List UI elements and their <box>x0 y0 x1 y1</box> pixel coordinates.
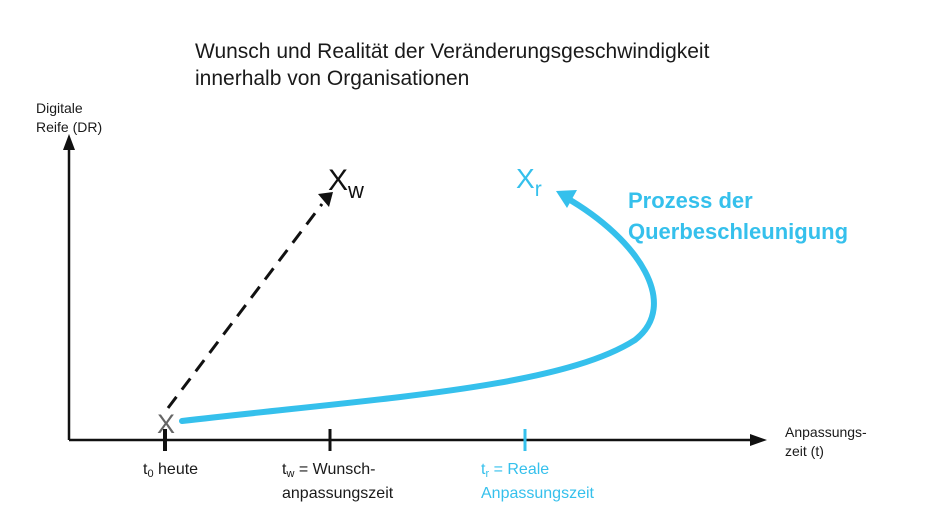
tick-label-tr-text: = Reale <box>489 461 550 478</box>
tick-label-tr-line-2: Anpassungszeit <box>481 485 594 502</box>
process-label-line-2: Querbeschleunigung <box>628 219 849 244</box>
start-point-x: X <box>157 409 175 439</box>
wish-arrow-line <box>166 203 324 409</box>
tick-label-tw-t: t <box>282 461 287 478</box>
x-axis-label-line-2: zeit (t) <box>785 443 824 459</box>
x-axis-label: Anpassungs- zeit (t) <box>785 423 867 461</box>
reality-arrow-head <box>556 190 577 208</box>
y-axis-label-line-2: Reife (DR) <box>36 119 103 135</box>
tick-label-tw-line-2: anpassungszeit <box>282 485 394 502</box>
y-axis-arrow <box>63 134 75 150</box>
process-label: Prozess der Querbeschleunigung <box>628 185 848 247</box>
tick-label-tr: tr = Reale Anpassungszeit <box>481 460 594 503</box>
x-axis-arrow <box>750 434 767 446</box>
x-axis-label-line-1: Anpassungs- <box>785 424 867 440</box>
wish-point-label: Xw <box>328 164 364 203</box>
real-point-label: Xr <box>516 163 542 201</box>
process-label-line-1: Prozess der <box>628 188 753 213</box>
tick-label-t0-t: t <box>143 461 148 478</box>
y-axis-label-line-1: Digitale <box>36 100 83 116</box>
tick-label-tw: tw = Wunsch- anpassungszeit <box>282 460 393 503</box>
y-axis-label: Digitale Reife (DR) <box>36 99 102 137</box>
wish-arrow-head <box>318 192 333 207</box>
tick-label-tr-t: t <box>481 461 486 478</box>
title-line-2: innerhalb von Organisationen <box>195 67 470 90</box>
reality-curve <box>179 194 657 424</box>
tick-label-t0-sub: 0 <box>147 468 154 480</box>
tick-label-t0: t0 heute <box>143 460 198 484</box>
title-line-1: Wunsch und Realität der Veränderungsgesc… <box>195 40 710 63</box>
diagram-title: Wunsch und Realität der Veränderungsgesc… <box>195 38 709 92</box>
tick-label-tr-sub: r <box>485 468 490 480</box>
tick-label-tw-text: = Wunsch- <box>294 461 376 478</box>
tick-label-t0-text: heute <box>153 461 199 478</box>
tick-label-tw-sub: w <box>286 468 295 480</box>
